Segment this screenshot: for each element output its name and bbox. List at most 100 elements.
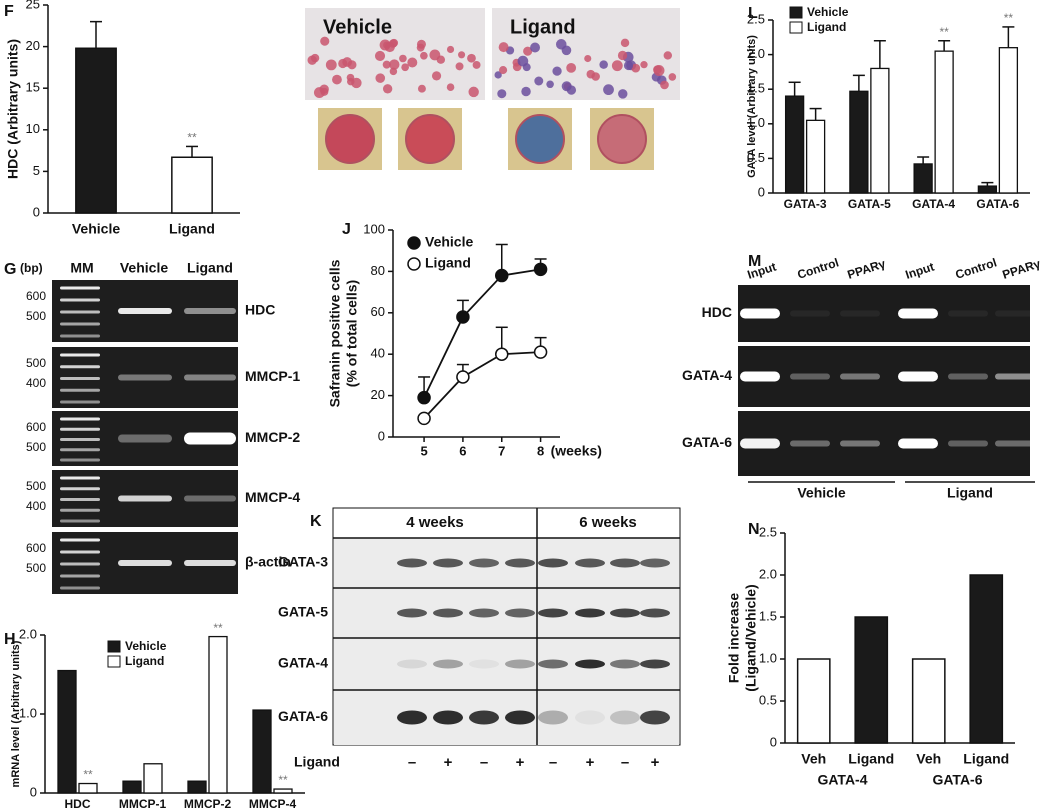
image-label: Vehicle bbox=[323, 16, 392, 38]
treatment-sign: + bbox=[516, 754, 525, 771]
cell bbox=[660, 80, 669, 90]
gel-band bbox=[60, 476, 100, 480]
gel-band bbox=[948, 373, 988, 380]
cell bbox=[407, 57, 418, 68]
gel-band bbox=[60, 448, 100, 452]
cell bbox=[603, 84, 614, 96]
bar bbox=[208, 635, 228, 794]
x-tick-label: GATA-6 bbox=[976, 197, 1019, 211]
gel-band bbox=[995, 440, 1035, 447]
x-tick-label: Veh bbox=[916, 751, 941, 767]
significance: ** bbox=[278, 773, 288, 787]
blot-band bbox=[397, 659, 427, 669]
bar bbox=[57, 669, 77, 794]
cell bbox=[467, 53, 476, 63]
y-tick-label: 2.0 bbox=[747, 46, 765, 61]
gel-band bbox=[740, 308, 780, 319]
gel bbox=[738, 346, 1030, 407]
row-label: HDC bbox=[702, 304, 732, 320]
y-tick-label: 0.5 bbox=[747, 150, 765, 165]
blot-band bbox=[610, 710, 640, 725]
x-tick-label: 7 bbox=[498, 443, 505, 458]
group-label: Vehicle bbox=[797, 485, 845, 501]
blot-row bbox=[333, 537, 680, 588]
error-bar bbox=[788, 81, 801, 97]
pellet bbox=[318, 108, 382, 170]
cell bbox=[534, 76, 544, 86]
bar bbox=[143, 763, 163, 794]
blot-band bbox=[505, 608, 535, 618]
marker-size: 500 bbox=[26, 309, 46, 323]
bar bbox=[187, 780, 207, 794]
cell bbox=[517, 55, 529, 67]
blot-band bbox=[538, 710, 568, 725]
cell bbox=[499, 66, 508, 75]
gel-band bbox=[740, 438, 780, 449]
cell bbox=[521, 86, 531, 97]
cell bbox=[497, 89, 507, 99]
gel-band bbox=[184, 308, 236, 314]
blot-row bbox=[333, 587, 680, 638]
cell bbox=[332, 74, 342, 85]
gel-row bbox=[738, 411, 1035, 476]
legend-label: Vehicle bbox=[807, 5, 849, 19]
blot-band bbox=[397, 710, 427, 725]
y-tick-label: 10 bbox=[26, 121, 40, 136]
gel-band bbox=[60, 286, 100, 290]
column-label: PPARγ bbox=[846, 256, 888, 282]
cell bbox=[618, 89, 628, 99]
bar bbox=[75, 47, 117, 214]
cell bbox=[640, 61, 648, 69]
panel-letter: M bbox=[748, 253, 761, 270]
error-bar bbox=[852, 74, 865, 92]
row-label: HDC bbox=[245, 302, 275, 318]
gel-band bbox=[60, 417, 100, 421]
column-label: Control bbox=[954, 255, 999, 281]
marker-size: 600 bbox=[26, 420, 46, 434]
panel-letter: J bbox=[342, 221, 351, 238]
legend-swatch bbox=[107, 655, 121, 668]
cell bbox=[374, 50, 386, 61]
y-axis-label: Safranin positive cells bbox=[327, 259, 343, 407]
bar bbox=[784, 95, 805, 194]
micrograph bbox=[305, 8, 485, 100]
gel-band bbox=[60, 427, 100, 431]
blot-band bbox=[469, 659, 499, 669]
bar bbox=[854, 616, 889, 744]
row-label: MMCP-1 bbox=[245, 368, 300, 384]
cell bbox=[668, 73, 677, 81]
legend-label: Ligand bbox=[125, 654, 164, 668]
gel-band bbox=[60, 458, 100, 462]
cell bbox=[561, 45, 572, 56]
cell bbox=[429, 49, 441, 61]
y-tick-label: 0 bbox=[770, 734, 777, 749]
blot-band bbox=[505, 710, 535, 725]
series-line bbox=[423, 351, 541, 419]
y-axis-label: mRNA level (Arbitrary units) bbox=[10, 640, 22, 787]
error-bar bbox=[1002, 26, 1015, 48]
treatment-sign: – bbox=[621, 754, 629, 771]
error-bar bbox=[186, 145, 198, 158]
blot-band bbox=[610, 558, 640, 568]
point bbox=[456, 310, 470, 324]
cell bbox=[351, 77, 362, 89]
panel-letter: L bbox=[748, 5, 758, 22]
row-label: GATA-6 bbox=[682, 434, 732, 450]
y-axis-label: (% of total cells) bbox=[344, 280, 360, 387]
cell bbox=[420, 51, 428, 60]
marker-size: 600 bbox=[26, 541, 46, 555]
blot-band bbox=[469, 710, 499, 725]
gel-row bbox=[52, 532, 238, 594]
bar bbox=[171, 156, 213, 214]
series-line bbox=[423, 268, 541, 399]
cell bbox=[494, 71, 502, 79]
cell bbox=[320, 87, 329, 96]
x-tick-label: GATA-4 bbox=[912, 197, 955, 211]
legend-marker bbox=[407, 236, 421, 250]
x-tick-label: 6 bbox=[459, 443, 466, 458]
blot-band bbox=[397, 608, 427, 618]
y-tick-label: 100 bbox=[363, 221, 385, 236]
significance: ** bbox=[83, 768, 93, 782]
cell bbox=[431, 71, 442, 81]
gel-band bbox=[60, 298, 100, 302]
